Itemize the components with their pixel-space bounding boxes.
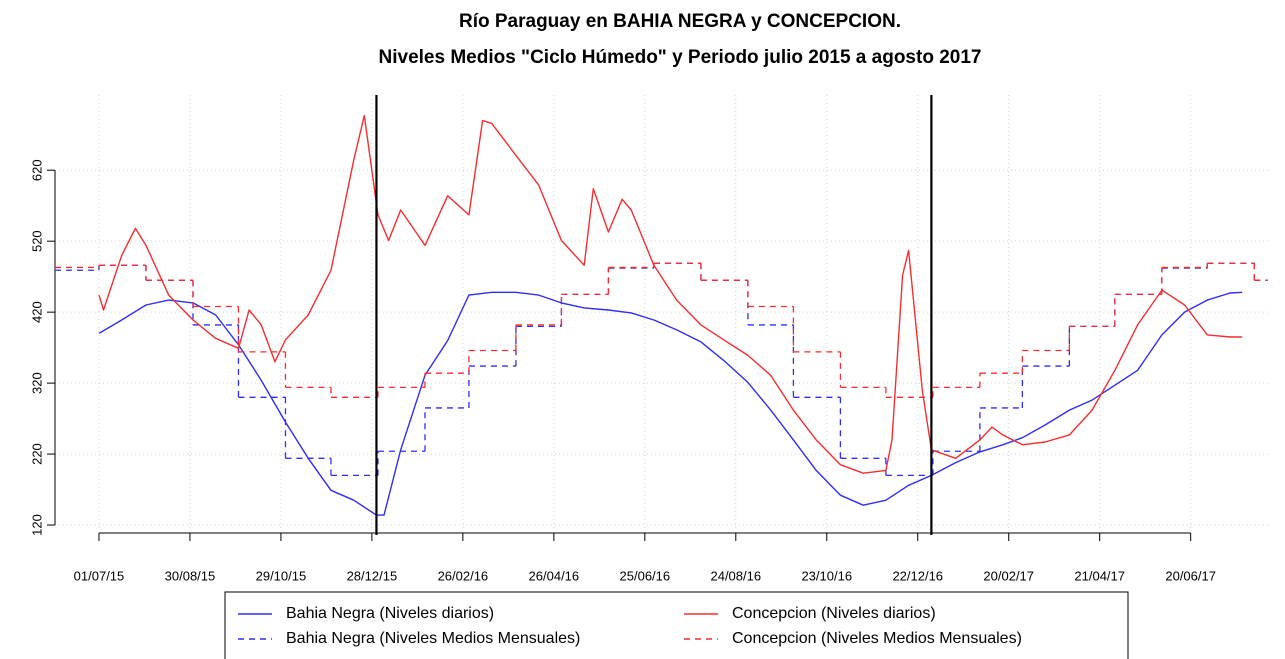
legend-box xyxy=(224,591,1129,659)
x-tick-label: 24/08/16 xyxy=(710,568,761,583)
x-tick-label: 26/04/16 xyxy=(529,568,580,583)
legend-label: Bahia Negra (Niveles Medios Mensuales) xyxy=(286,630,580,647)
y-tick-label: 420 xyxy=(29,301,44,323)
y-tick-label: 320 xyxy=(29,372,44,394)
legend-label: Concepcion (Niveles diarios) xyxy=(732,605,936,622)
x-tick-label: 23/10/16 xyxy=(801,568,852,583)
y-tick-label: 520 xyxy=(29,230,44,252)
daily-line xyxy=(98,291,1243,516)
y-tick-label: 620 xyxy=(29,159,44,181)
x-tick-label: 22/12/16 xyxy=(892,568,943,583)
chart-title: Río Paraguay en BAHIA NEGRA y CONCEPCION… xyxy=(459,11,901,32)
daily-line xyxy=(98,114,1243,474)
legend-label: Concepcion (Niveles Medios Mensuales) xyxy=(732,630,1022,647)
y-tick-label: 220 xyxy=(29,443,44,465)
legend-label: Bahia Negra (Niveles diarios) xyxy=(286,605,494,622)
x-tick-label: 01/07/15 xyxy=(74,568,125,583)
chart-subtitle: Niveles Medios "Ciclo Húmedo" y Periodo … xyxy=(379,47,982,68)
x-tick-label: 21/04/17 xyxy=(1074,568,1125,583)
x-tick-label: 20/02/17 xyxy=(983,568,1034,583)
x-tick-label: 29/10/15 xyxy=(256,568,307,583)
x-tick-label: 26/02/16 xyxy=(438,568,489,583)
x-tick-label: 30/08/15 xyxy=(165,568,216,583)
x-tick-label: 25/06/16 xyxy=(620,568,671,583)
x-tick-label: 20/06/17 xyxy=(1165,568,1216,583)
x-tick-label: 28/12/15 xyxy=(347,568,398,583)
y-tick-label: 120 xyxy=(29,514,44,536)
